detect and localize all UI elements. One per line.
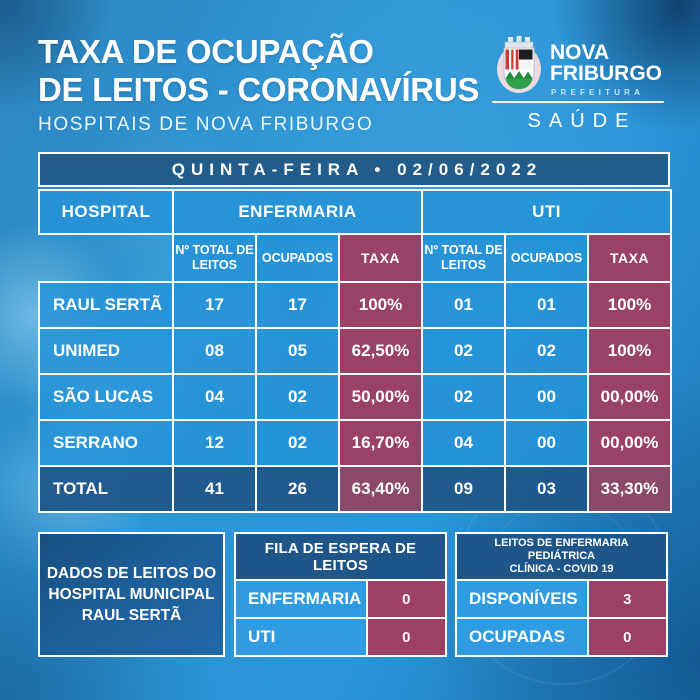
uti-taxa-cell: 100% — [587, 281, 673, 329]
enf-ocupados-cell: 17 — [255, 281, 340, 329]
enf-ocupados-cell: 02 — [255, 373, 340, 421]
pediatric-title-line3: CLÍNICA - COVID 19 — [509, 563, 614, 575]
group-header-row: HOSPITAL ENFERMARIA UTI — [38, 189, 673, 235]
date-banner: QUINTA-FEIRA • 02/06/2022 — [38, 152, 670, 187]
uti-total-cell: 02 — [421, 373, 507, 421]
row-label: DISPONÍVEIS — [457, 581, 589, 617]
uti-taxa-cell: 00,00% — [587, 373, 673, 421]
enfermaria-group-header: ENFERMARIA — [171, 189, 424, 235]
row-label: OCUPADAS — [457, 619, 589, 655]
enf-total-cell: 41 — [172, 465, 257, 513]
uti-ocupados-cell: 02 — [504, 327, 590, 375]
logo-city-name: NOVA FRIBURGO — [550, 42, 662, 84]
page-title-line2: DE LEITOS - CORONAVÍRUS — [38, 71, 480, 108]
title-block: TAXA DE OCUPAÇÃO DE LEITOS - CORONAVÍRUS… — [38, 33, 479, 136]
row-value: 0 — [367, 581, 445, 617]
page-title-line1: TAXA DE OCUPAÇÃO — [38, 33, 374, 70]
table-row-serrano: SERRANO 12 02 16,70% 04 00 00,00% — [38, 419, 673, 467]
source-note-line1: DADOS DE LEITOS DO — [46, 565, 217, 582]
table-row-unimed: UNIMED 08 05 62,50% 02 02 100% — [38, 327, 673, 375]
hospital-column-header: HOSPITAL — [38, 189, 174, 235]
empty-cell — [39, 234, 173, 282]
enf-taxa-cell: 50,00% — [337, 373, 424, 421]
hospital-name-cell: SÃO LUCAS — [38, 373, 174, 421]
occupancy-table: HOSPITAL ENFERMARIA UTI Nº TOTAL DE LEIT… — [38, 189, 673, 513]
uti-ocupados-cell: 01 — [504, 281, 590, 329]
enf-taxa-cell: 16,70% — [337, 419, 424, 467]
enf-total-cell: 12 — [172, 419, 257, 467]
hospital-name-cell: RAUL SERTÃ — [38, 281, 174, 329]
enf-taxa-cell: 62,50% — [337, 327, 424, 375]
uti-taxa-cell: 100% — [587, 327, 673, 375]
enf-taxa-header: TAXA — [337, 233, 424, 283]
coat-of-arms-icon — [497, 36, 541, 93]
uti-ocupados-cell: 03 — [504, 465, 590, 513]
total-label-cell: TOTAL — [38, 465, 174, 513]
source-note-box: DADOS DE LEITOS DO HOSPITAL MUNICIPAL RA… — [38, 532, 225, 657]
pediatric-title-line2: PEDIÁTRICA — [527, 550, 596, 562]
hospital-name-cell: UNIMED — [38, 327, 174, 375]
enf-ocupados-cell: 26 — [255, 465, 340, 513]
uti-group-header: UTI — [421, 189, 673, 235]
logo-divider — [492, 101, 664, 103]
waiting-list-row-uti: UTI 0 — [236, 619, 445, 655]
pediatric-title-line1: LEITOS DE ENFERMARIA — [494, 537, 629, 549]
table-row-total: TOTAL 41 26 63,40% 09 03 33,30% — [38, 465, 673, 513]
pediatric-row-disponiveis: DISPONÍVEIS 3 — [457, 581, 666, 619]
page-subtitle: HOSPITAIS DE NOVA FRIBURGO — [38, 114, 374, 135]
pediatric-title: LEITOS DE ENFERMARIA PEDIÁTRICA CLÍNICA … — [457, 534, 666, 581]
enf-ocupados-header: OCUPADOS — [255, 233, 340, 283]
prefecture-logo: NOVA FRIBURGO PREFEITURA SAÚDE — [492, 32, 668, 138]
enf-ocupados-cell: 05 — [255, 327, 340, 375]
logo-city-line2: FRIBURGO — [550, 62, 662, 85]
row-label: UTI — [236, 619, 368, 655]
table-row-raul-serta: RAUL SERTÃ 17 17 100% 01 01 100% — [38, 281, 673, 329]
enf-total-cell: 04 — [172, 373, 257, 421]
uti-total-cell: 02 — [421, 327, 507, 375]
row-value: 0 — [588, 619, 666, 655]
uti-total-header: Nº TOTAL DE LEITOS — [421, 233, 507, 283]
row-value: 0 — [367, 619, 445, 655]
pediatric-row-ocupadas: OCUPADAS 0 — [457, 619, 666, 655]
source-note-line2: HOSPITAL MUNICIPAL — [48, 586, 215, 603]
source-note-line3: RAUL SERTÃ — [81, 607, 182, 624]
sub-header-row: Nº TOTAL DE LEITOS OCUPADOS TAXA Nº TOTA… — [39, 233, 673, 283]
waiting-list-row-enfermaria: ENFERMARIA 0 — [236, 581, 445, 619]
waiting-list-title: FILA DE ESPERA DE LEITOS — [236, 534, 445, 581]
enf-total-cell: 08 — [172, 327, 257, 375]
uti-total-cell: 09 — [421, 465, 507, 513]
enf-total-header: Nº TOTAL DE LEITOS — [172, 233, 257, 283]
uti-total-cell: 01 — [421, 281, 507, 329]
uti-ocupados-cell: 00 — [504, 419, 590, 467]
uti-taxa-cell: 33,30% — [587, 465, 673, 513]
enf-taxa-cell: 100% — [337, 281, 424, 329]
uti-ocupados-cell: 00 — [504, 373, 590, 421]
uti-taxa-cell: 00,00% — [587, 419, 673, 467]
enf-taxa-cell: 63,40% — [337, 465, 424, 513]
row-label: ENFERMARIA — [236, 581, 368, 617]
enf-ocupados-cell: 02 — [255, 419, 340, 467]
row-value: 3 — [588, 581, 666, 617]
logo-dept-label: SAÚDE — [527, 110, 637, 132]
waiting-list-box: FILA DE ESPERA DE LEITOS ENFERMARIA 0 UT… — [234, 532, 447, 657]
logo-org-label: PREFEITURA — [551, 88, 645, 97]
enf-total-cell: 17 — [172, 281, 257, 329]
pediatric-beds-box: LEITOS DE ENFERMARIA PEDIÁTRICA CLÍNICA … — [455, 532, 668, 657]
hospital-name-cell: SERRANO — [38, 419, 174, 467]
logo-city-line1: NOVA — [550, 41, 610, 64]
table-row-sao-lucas: SÃO LUCAS 04 02 50,00% 02 00 00,00% — [38, 373, 673, 421]
uti-taxa-header: TAXA — [587, 233, 673, 283]
uti-total-cell: 04 — [421, 419, 507, 467]
uti-ocupados-header: OCUPADOS — [504, 233, 590, 283]
